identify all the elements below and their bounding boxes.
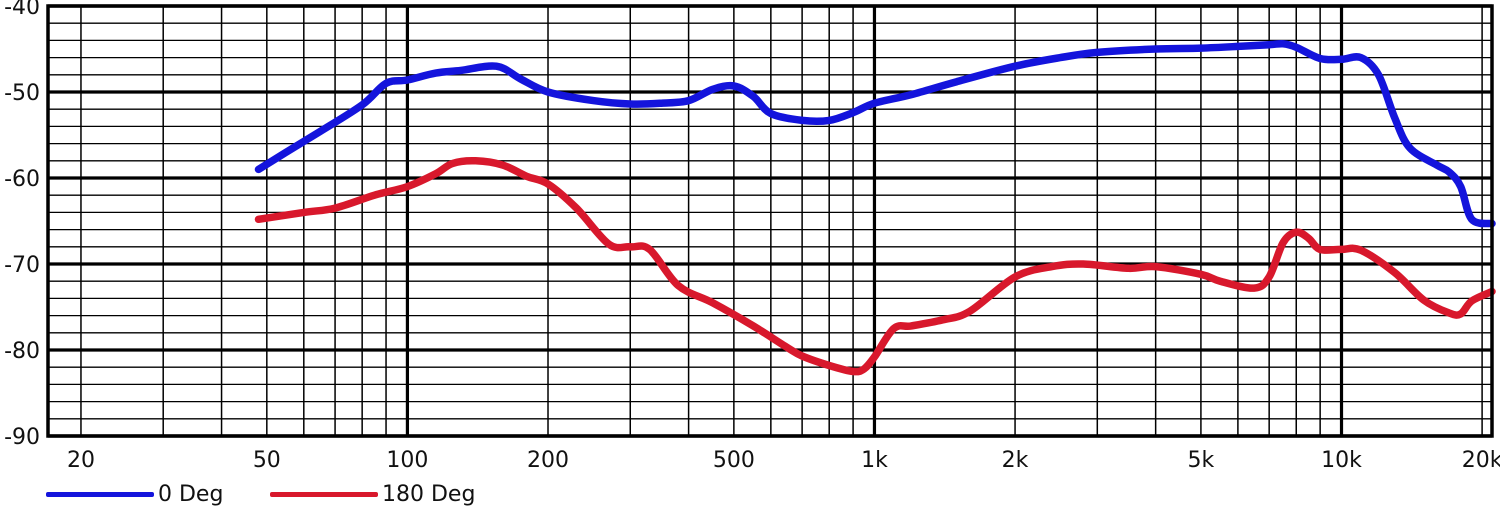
y-tick-label: -70 [4,253,40,278]
series-layer [254,39,1496,376]
y-tick-label: -90 [4,425,40,450]
y-tick-label: -50 [4,81,40,106]
x-tick-label: 10k [1321,448,1362,473]
x-tick-label: 20 [67,448,95,473]
plot-border [46,4,1494,438]
y-tick-label: -40 [4,0,40,20]
legend-item-0-deg: 0 Deg [46,478,223,510]
x-tick-label: 5k [1188,448,1215,473]
x-tick-label: 50 [253,448,281,473]
x-tick-label: 500 [713,448,755,473]
legend-item-180-deg: 180 Deg [270,478,475,510]
tick-labels: -40 -50 -60 -70 -80 -90 20 50 100 200 500 1k 2k 5k 10k… [4,0,1500,473]
x-tick-label: 100 [386,448,428,473]
y-tick-label: -80 [4,339,40,364]
legend-label-180-deg: 180 Deg [382,481,476,507]
legend-swatch-180-deg [270,491,378,497]
legend-label-0-deg: 0 Deg [158,481,224,507]
x-tick-label: 1k [861,448,888,473]
x-tick-label: 200 [527,448,569,473]
x-tick-label: 2k [1002,448,1029,473]
x-tick-label: 20k [1462,448,1500,473]
grid [48,4,1492,438]
legend-swatch-0-deg [46,491,154,497]
y-tick-label: -60 [4,167,40,192]
plot-frame [46,4,1494,438]
